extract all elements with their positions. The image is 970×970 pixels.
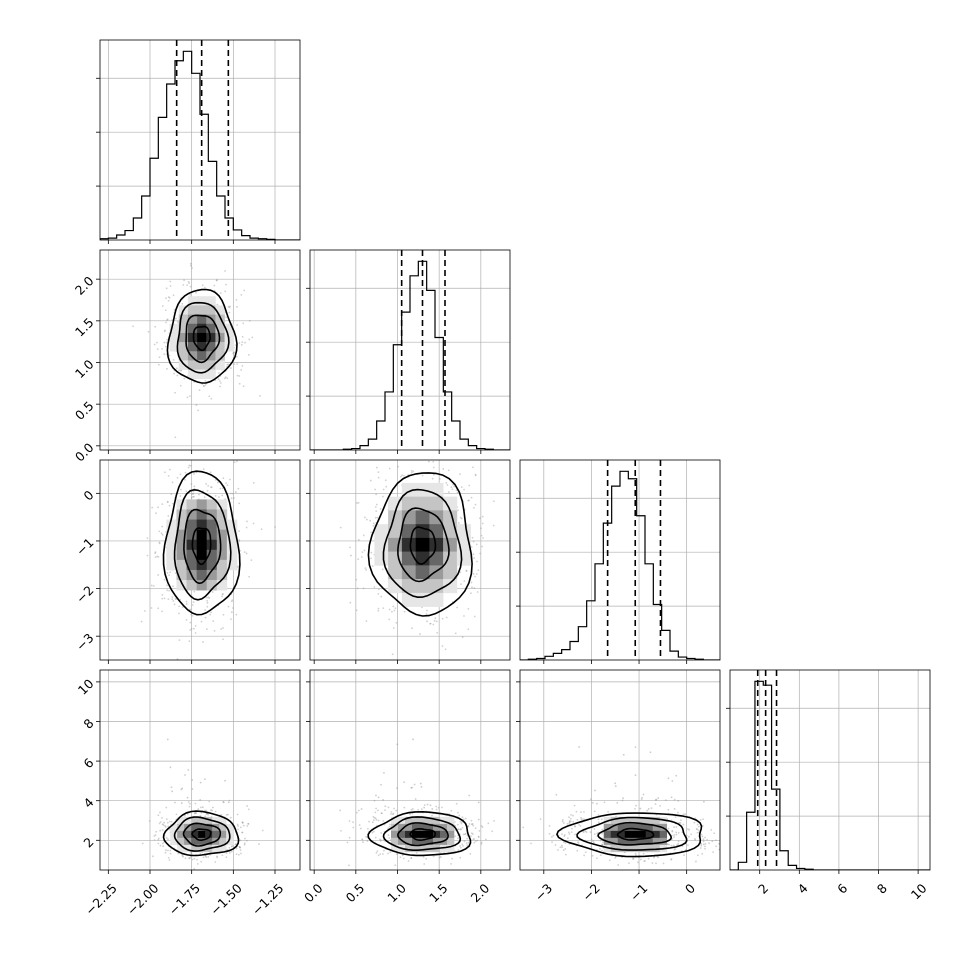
x-tick-label-3-3: 8 <box>874 881 890 897</box>
contour-0 <box>191 828 212 842</box>
y-tick-label-1-4: 2.0 <box>72 273 97 298</box>
contour-2 <box>173 488 232 601</box>
histogram-panel-2 <box>520 460 720 660</box>
x-tick-label-3-4: 10 <box>908 881 930 903</box>
contour-0 <box>616 827 655 841</box>
y-tick-label-3-0: 2 <box>80 834 96 850</box>
contour-2 <box>576 816 688 851</box>
joint-panel-2-3 <box>520 670 720 870</box>
x-tick-label-0-1: −2.00 <box>124 881 162 919</box>
histogram-panel-0 <box>100 40 300 240</box>
density-blocks <box>170 816 234 853</box>
joint-panel-0-3 <box>100 670 300 870</box>
density-blocks <box>374 482 471 607</box>
joint-panel-1-2 <box>310 460 510 660</box>
x-tick-label-3-2: 6 <box>834 881 850 897</box>
panel-frame <box>99 669 301 871</box>
scatter-points <box>339 738 496 867</box>
contour-3 <box>556 812 703 858</box>
x-tick-label-0-2: −1.75 <box>165 881 203 919</box>
x-tick-label-2-1: −2 <box>579 881 603 905</box>
x-tick-label-2-3: 0 <box>682 881 698 897</box>
x-tick-label-2-0: −3 <box>532 881 556 905</box>
y-tick-label-2-1: −2 <box>73 583 97 607</box>
panel-frame <box>729 669 931 871</box>
panel-frame <box>309 669 511 871</box>
contour-2 <box>173 816 231 852</box>
contour-3 <box>162 470 241 616</box>
y-tick-label-2-0: −3 <box>73 630 97 654</box>
panel-frame <box>99 39 301 241</box>
histogram-step-1 <box>310 260 510 450</box>
contour-lines <box>556 812 703 858</box>
contour-0 <box>409 526 437 565</box>
y-tick-label-3-1: 4 <box>80 795 96 811</box>
contour-2 <box>176 301 230 374</box>
x-tick-label-1-0: 0.0 <box>301 881 326 906</box>
y-tick-label-1-1: 0.5 <box>72 398 97 423</box>
density-blocks <box>169 296 235 380</box>
contour-1 <box>397 507 450 583</box>
x-tick-label-0-3: −1.50 <box>207 881 245 919</box>
x-tick-label-1-1: 0.5 <box>343 881 368 906</box>
contour-0 <box>191 527 212 566</box>
y-tick-label-1-3: 1.5 <box>72 315 97 340</box>
y-tick-label-1-2: 1.0 <box>72 356 97 381</box>
joint-panel-1-3 <box>310 670 510 870</box>
contour-1 <box>185 314 221 364</box>
x-tick-label-3-0: 2 <box>755 881 771 897</box>
x-tick-label-0-4: −1.25 <box>249 881 287 919</box>
x-tick-label-3-1: 4 <box>795 881 811 897</box>
panel-frame <box>519 459 721 661</box>
contour-3 <box>162 810 240 857</box>
density-blocks <box>166 499 238 591</box>
histogram-step-2 <box>520 470 720 660</box>
x-tick-label-2-2: −1 <box>627 881 651 905</box>
contour-3 <box>166 288 238 384</box>
contour-2 <box>382 488 463 599</box>
x-tick-label-0-0: −2.25 <box>82 881 120 919</box>
contour-2 <box>382 816 462 852</box>
histogram-step-0 <box>100 50 300 240</box>
histogram-panel-3 <box>730 670 930 870</box>
contour-0 <box>409 827 437 842</box>
contour-lines <box>367 472 473 617</box>
contour-1 <box>183 508 222 585</box>
contour-1 <box>397 822 449 847</box>
histogram-step-3 <box>730 680 930 870</box>
y-tick-label-3-2: 6 <box>80 755 96 771</box>
panel-frame <box>99 249 301 451</box>
contour-1 <box>182 822 222 847</box>
y-tick-label-2-2: −1 <box>73 535 97 559</box>
x-tick-label-1-3: 1.5 <box>426 881 451 906</box>
panel-frame <box>519 669 721 871</box>
contour-0 <box>192 325 212 352</box>
joint-panel-0-2 <box>100 460 300 660</box>
y-tick-label-3-4: 10 <box>75 676 97 698</box>
joint-panel-0-1 <box>100 250 300 450</box>
y-tick-label-2-3: 0 <box>80 487 96 503</box>
panel-frame <box>99 459 301 661</box>
panel-frame <box>309 249 511 451</box>
x-tick-label-1-4: 2.0 <box>468 881 493 906</box>
contour-lines <box>162 810 240 857</box>
contour-lines <box>162 470 241 616</box>
contour-lines <box>367 810 472 857</box>
contour-lines <box>166 288 238 384</box>
histogram-panel-1 <box>310 250 510 450</box>
panel-frame <box>309 459 511 661</box>
contour-3 <box>367 810 472 857</box>
contour-1 <box>597 821 673 846</box>
y-tick-label-3-3: 8 <box>80 715 96 731</box>
contour-3 <box>367 472 473 617</box>
scatter-points <box>522 746 720 870</box>
y-tick-label-1-0: 0.0 <box>72 440 97 465</box>
x-tick-label-1-2: 1.0 <box>384 881 409 906</box>
